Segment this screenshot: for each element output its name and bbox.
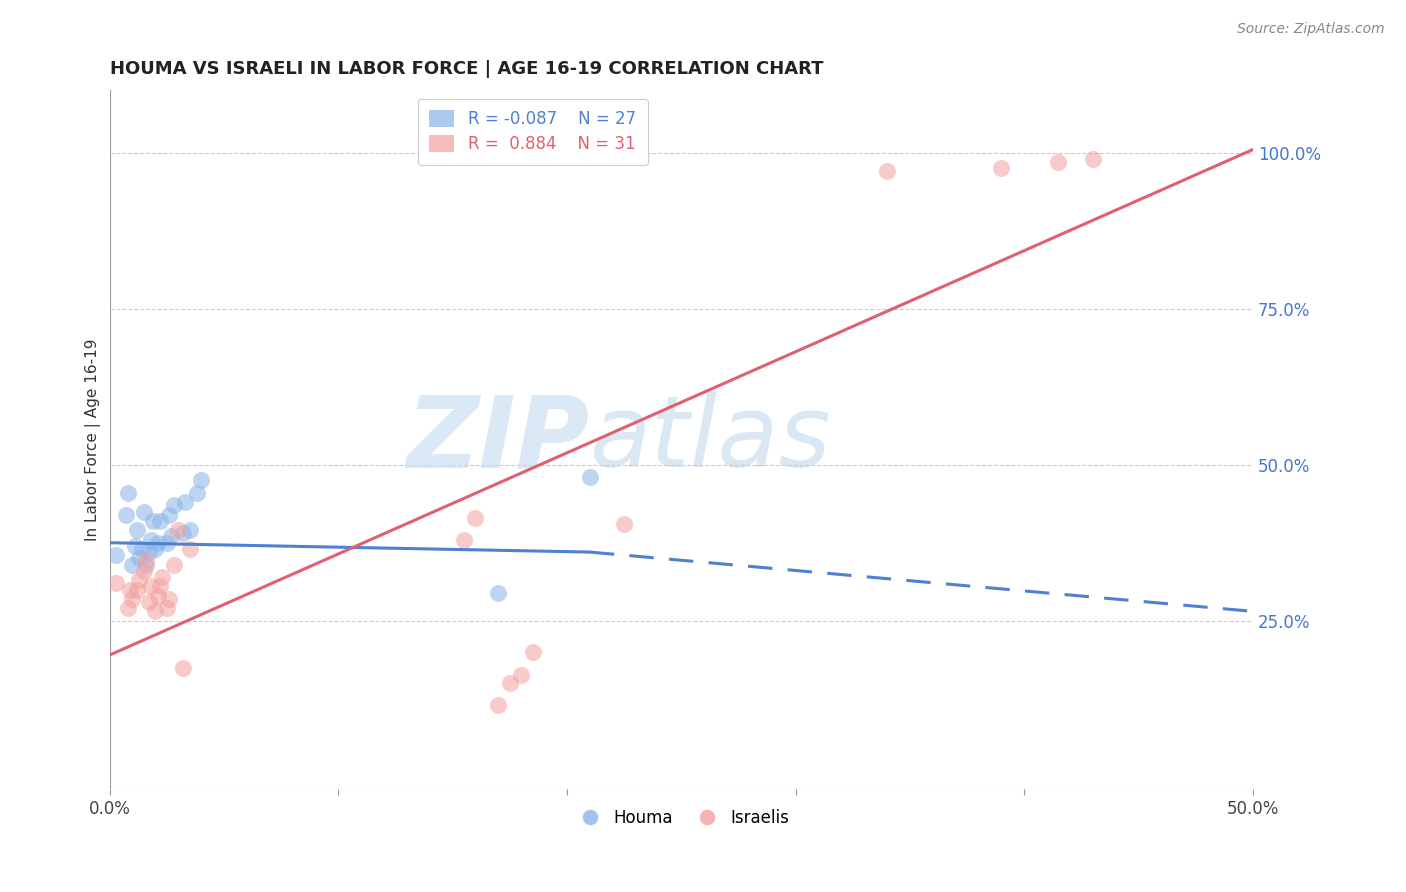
Point: [146, 589, 169, 603]
Point: [128, 551, 150, 566]
Point: [150, 570, 173, 584]
Point: [128, 573, 150, 587]
Point: [139, 579, 162, 593]
Point: [143, 541, 166, 556]
Point: [125, 523, 148, 537]
Point: [167, 523, 190, 537]
Point: [499, 676, 522, 690]
Point: [486, 585, 509, 599]
Point: [143, 604, 166, 618]
Point: [135, 558, 157, 572]
Point: [105, 548, 128, 562]
Y-axis label: In Labor Force | Age 16-19: In Labor Force | Age 16-19: [86, 338, 101, 541]
Point: [121, 558, 143, 572]
Point: [613, 516, 636, 531]
Point: [186, 485, 208, 500]
Point: [124, 539, 146, 553]
Point: [135, 554, 157, 568]
Point: [121, 591, 143, 606]
Point: [131, 541, 153, 556]
Point: [578, 470, 600, 484]
Point: [156, 535, 179, 549]
Text: Source: ZipAtlas.com: Source: ZipAtlas.com: [1237, 22, 1385, 37]
Legend: Houma, Israelis: Houma, Israelis: [567, 802, 796, 833]
Point: [486, 698, 509, 712]
Point: [510, 668, 533, 682]
Point: [149, 579, 172, 593]
Point: [142, 514, 165, 528]
Point: [1081, 152, 1104, 166]
Point: [190, 473, 212, 487]
Point: [160, 529, 183, 543]
Point: [132, 564, 155, 578]
Point: [117, 601, 139, 615]
Point: [174, 495, 197, 509]
Point: [172, 660, 194, 674]
Point: [179, 523, 201, 537]
Point: [1047, 155, 1070, 169]
Point: [105, 576, 128, 591]
Text: HOUMA VS ISRAELI IN LABOR FORCE | AGE 16-19 CORRELATION CHART: HOUMA VS ISRAELI IN LABOR FORCE | AGE 16…: [110, 60, 823, 78]
Point: [990, 161, 1012, 176]
Point: [163, 498, 186, 512]
Point: [132, 504, 155, 518]
Point: [522, 645, 544, 659]
Point: [114, 508, 136, 522]
Point: [139, 533, 162, 547]
Point: [157, 508, 180, 522]
Point: [172, 526, 194, 541]
Point: [138, 595, 160, 609]
Point: [453, 533, 475, 547]
Point: [146, 535, 169, 549]
Point: [464, 510, 486, 524]
Point: [156, 601, 179, 615]
Text: atlas: atlas: [589, 392, 831, 488]
Point: [117, 485, 139, 500]
Point: [163, 558, 186, 572]
Text: ZIP: ZIP: [406, 392, 589, 488]
Point: [125, 582, 148, 597]
Point: [120, 582, 142, 597]
Point: [876, 164, 898, 178]
Point: [149, 514, 172, 528]
Point: [138, 545, 160, 559]
Point: [157, 591, 180, 606]
Point: [179, 541, 201, 556]
